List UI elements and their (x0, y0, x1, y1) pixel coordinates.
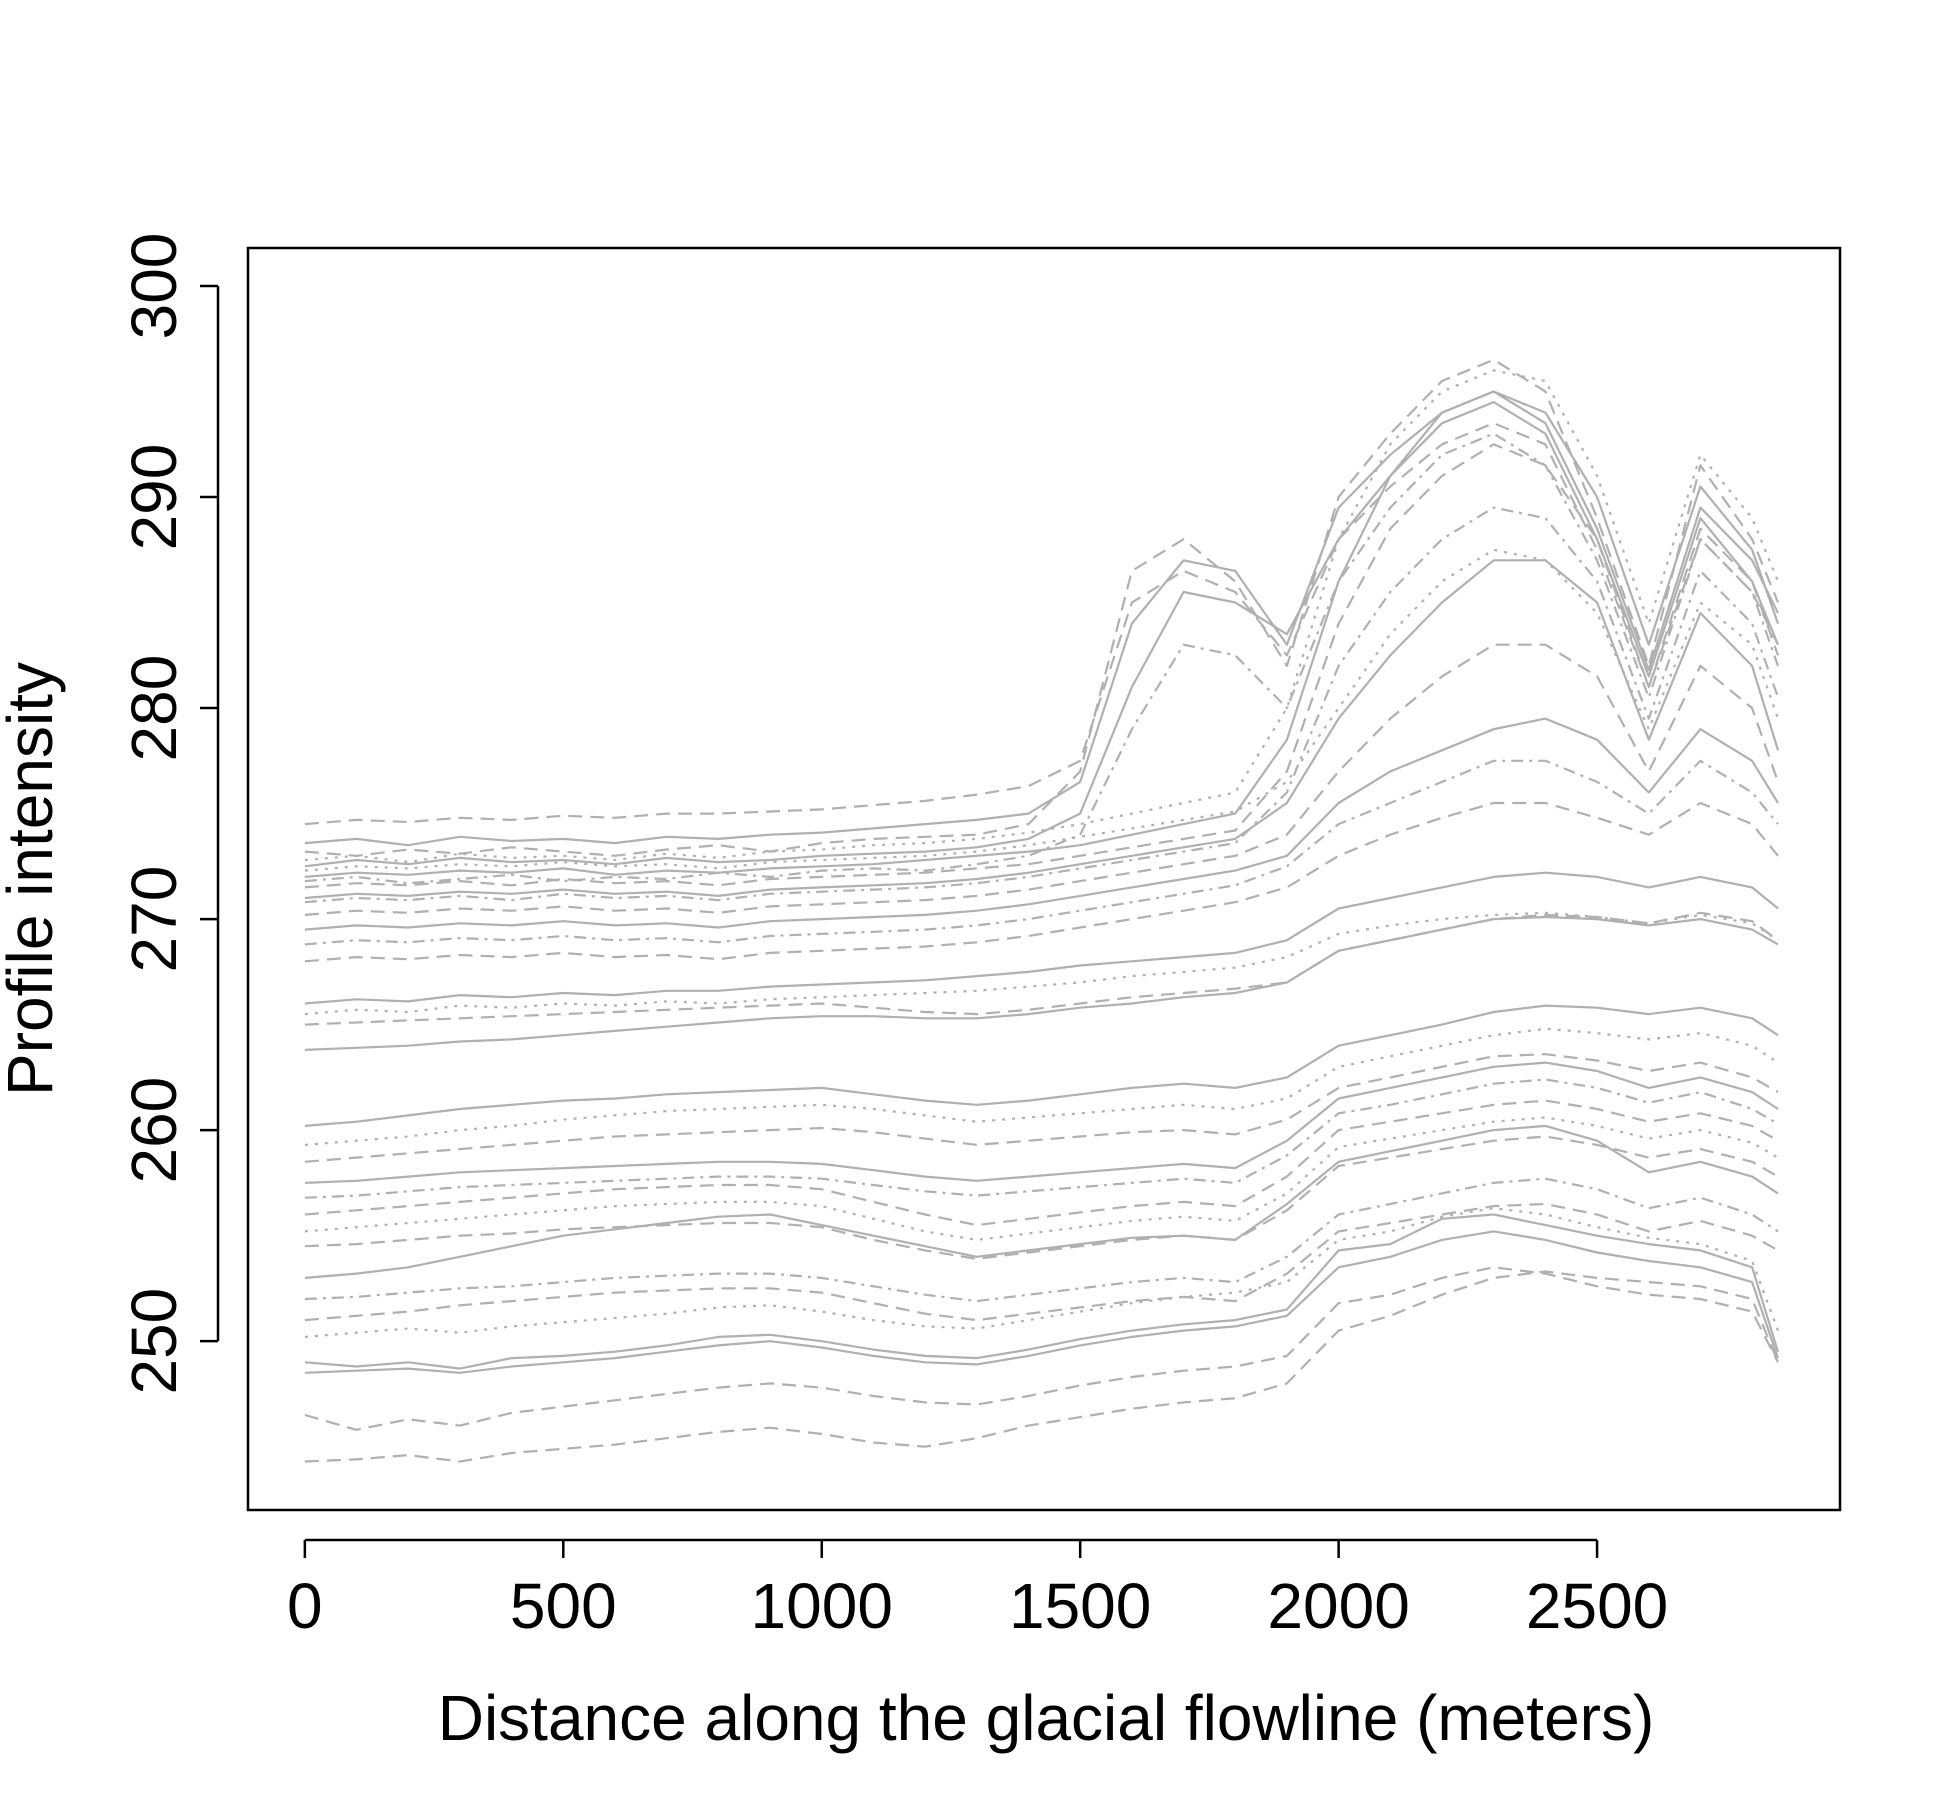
series-line-10 (304, 559, 1780, 900)
x-tick-label: 2500 (1526, 1570, 1668, 1642)
series-line-33 (304, 1207, 1780, 1338)
series-line-16 (304, 871, 1779, 1005)
y-tick-label: 260 (118, 1077, 190, 1184)
series-line-21 (304, 1027, 1779, 1146)
y-axis-title: Profile intensity (0, 662, 66, 1096)
series-line-8 (304, 506, 1780, 904)
series-line-20 (304, 1004, 1779, 1127)
y-tick-label: 290 (118, 444, 190, 551)
y-tick-label: 270 (118, 866, 190, 973)
x-tick-label: 1000 (751, 1570, 893, 1642)
series-line-3 (304, 432, 1780, 885)
x-tick-label: 0 (287, 1570, 323, 1642)
series-line-7 (304, 390, 1779, 847)
y-tick-label: 250 (118, 1288, 190, 1395)
series-line-31 (304, 1213, 1780, 1370)
series-line-30 (304, 1202, 1779, 1322)
series-line-26 (304, 1116, 1779, 1242)
series-line-22 (304, 1053, 1779, 1163)
series-line-14 (304, 759, 1779, 946)
series-line-23 (304, 1061, 1779, 1184)
series-lines (304, 358, 1780, 1463)
series-line-2 (304, 358, 1780, 857)
plot-frame (246, 246, 1842, 1512)
x-tick-label: 1500 (1009, 1570, 1151, 1642)
series-line-1 (304, 401, 1780, 868)
series-line-28 (304, 1135, 1779, 1261)
series-line-17 (304, 911, 1779, 1016)
series-line-15 (304, 801, 1779, 963)
x-axis: 0 500 1000 1500 2000 2500 (287, 1538, 1668, 1642)
series-line-18 (304, 911, 1779, 1026)
series-line-13 (304, 717, 1779, 931)
series-line-35 (304, 1270, 1780, 1463)
x-tick-label: 2000 (1267, 1570, 1409, 1642)
x-tick-label: 500 (510, 1570, 617, 1642)
series-line-9 (304, 422, 1779, 826)
y-tick-label: 280 (118, 655, 190, 762)
series-line-27 (304, 1124, 1779, 1279)
series-line-4 (304, 390, 1780, 878)
series-line-24 (304, 1078, 1779, 1199)
y-axis: 250 260 270 280 290 300 (118, 233, 220, 1395)
series-line-32 (304, 1230, 1780, 1374)
series-line-34 (304, 1266, 1779, 1431)
y-tick-label: 300 (118, 233, 190, 340)
series-line-6 (304, 369, 1780, 864)
series-line-29 (304, 1177, 1779, 1303)
series-line-25 (304, 1099, 1779, 1227)
series-line-11 (304, 548, 1780, 872)
series-line-19 (304, 915, 1779, 1051)
series-line-12 (304, 643, 1780, 916)
series-line-5 (304, 443, 1780, 889)
x-axis-title: Distance along the glacial flowline (met… (438, 1682, 1655, 1754)
